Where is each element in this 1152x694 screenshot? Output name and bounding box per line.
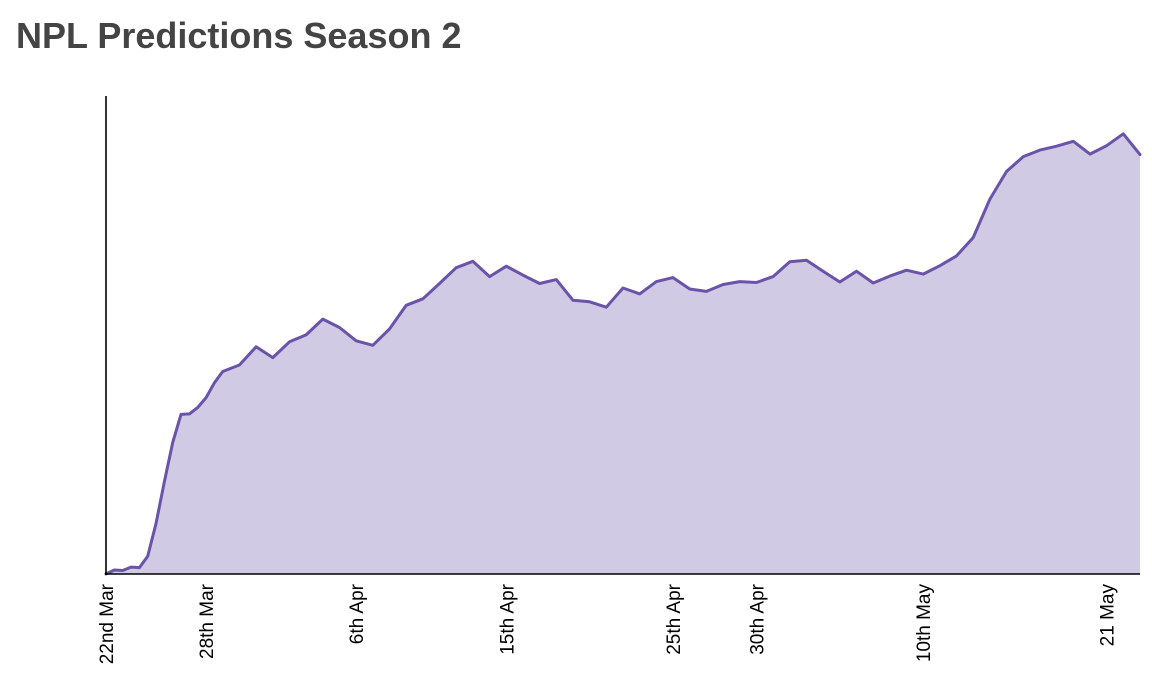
data-point-39 [638, 292, 641, 295]
data-point-31 [505, 265, 508, 268]
data-point-50 [822, 270, 825, 273]
data-point-46 [755, 281, 758, 284]
data-point-14 [221, 370, 224, 373]
data-point-61 [1005, 170, 1008, 173]
data-point-35 [571, 299, 574, 302]
data-point-69 [1138, 153, 1141, 156]
data-point-12 [205, 396, 208, 399]
x-tick-label-5: 30th Apr [747, 583, 768, 654]
data-point-45 [738, 280, 741, 283]
data-point-65 [1072, 140, 1075, 143]
data-point-52 [855, 270, 858, 273]
x-tick-label-2: 6th Apr [347, 583, 368, 644]
data-point-20 [321, 318, 324, 321]
page-title: NPL Predictions Season 2 [16, 15, 462, 56]
data-point-9 [179, 413, 182, 416]
series-area-0 [106, 133, 1140, 575]
data-point-60 [988, 198, 991, 201]
data-point-47 [772, 275, 775, 278]
x-tick-label-6: 10th May [914, 584, 935, 663]
data-point-21 [338, 326, 341, 329]
data-point-4 [138, 566, 141, 569]
data-point-68 [1122, 132, 1125, 135]
data-point-51 [838, 280, 841, 283]
data-point-53 [872, 281, 875, 284]
data-point-55 [905, 269, 908, 272]
data-point-54 [888, 275, 891, 278]
data-point-23 [371, 344, 374, 347]
data-point-66 [1088, 153, 1091, 156]
series-line-0 [104, 132, 1142, 576]
data-point-37 [605, 306, 608, 309]
data-point-27 [438, 282, 441, 285]
data-point-40 [655, 280, 658, 283]
data-point-64 [1055, 145, 1058, 148]
data-point-25 [405, 304, 408, 307]
data-point-36 [588, 300, 591, 303]
data-point-24 [388, 327, 391, 330]
data-point-28 [455, 266, 458, 269]
data-point-38 [621, 286, 624, 289]
data-point-41 [671, 276, 674, 279]
data-point-19 [305, 333, 308, 336]
data-point-62 [1022, 155, 1025, 158]
data-point-58 [955, 254, 958, 257]
data-point-8 [171, 441, 174, 444]
data-point-2 [121, 569, 124, 572]
data-point-56 [922, 273, 925, 276]
data-point-57 [938, 264, 941, 267]
data-point-5 [146, 555, 149, 558]
data-point-63 [1038, 149, 1041, 152]
data-point-33 [538, 282, 541, 285]
data-point-49 [805, 259, 808, 262]
data-point-43 [705, 290, 708, 293]
data-point-10 [188, 412, 191, 415]
x-tick-label-4: 25th Apr [664, 583, 685, 654]
data-point-29 [471, 260, 474, 263]
data-point-30 [488, 275, 491, 278]
x-tick-label-1: 28th Mar [197, 583, 218, 659]
data-point-44 [722, 283, 725, 286]
data-point-6 [154, 522, 157, 525]
data-point-67 [1105, 144, 1108, 147]
data-point-7 [163, 480, 166, 483]
data-point-15 [238, 363, 241, 366]
data-point-11 [196, 406, 199, 409]
x-tick-label-0: 22nd Mar [97, 583, 118, 664]
x-tick-label-7: 21 May [1098, 584, 1119, 647]
data-point-26 [421, 297, 424, 300]
data-point-13 [213, 381, 216, 384]
data-point-18 [288, 340, 291, 343]
data-point-3 [129, 566, 132, 569]
data-point-34 [555, 278, 558, 281]
data-point-59 [972, 236, 975, 239]
data-point-1 [113, 568, 116, 571]
data-point-22 [355, 339, 358, 342]
data-point-16 [255, 345, 258, 348]
data-point-17 [271, 356, 274, 359]
data-point-48 [788, 260, 791, 263]
data-point-32 [521, 274, 524, 277]
data-point-42 [688, 287, 691, 290]
x-tick-label-3: 15th Apr [497, 583, 518, 654]
